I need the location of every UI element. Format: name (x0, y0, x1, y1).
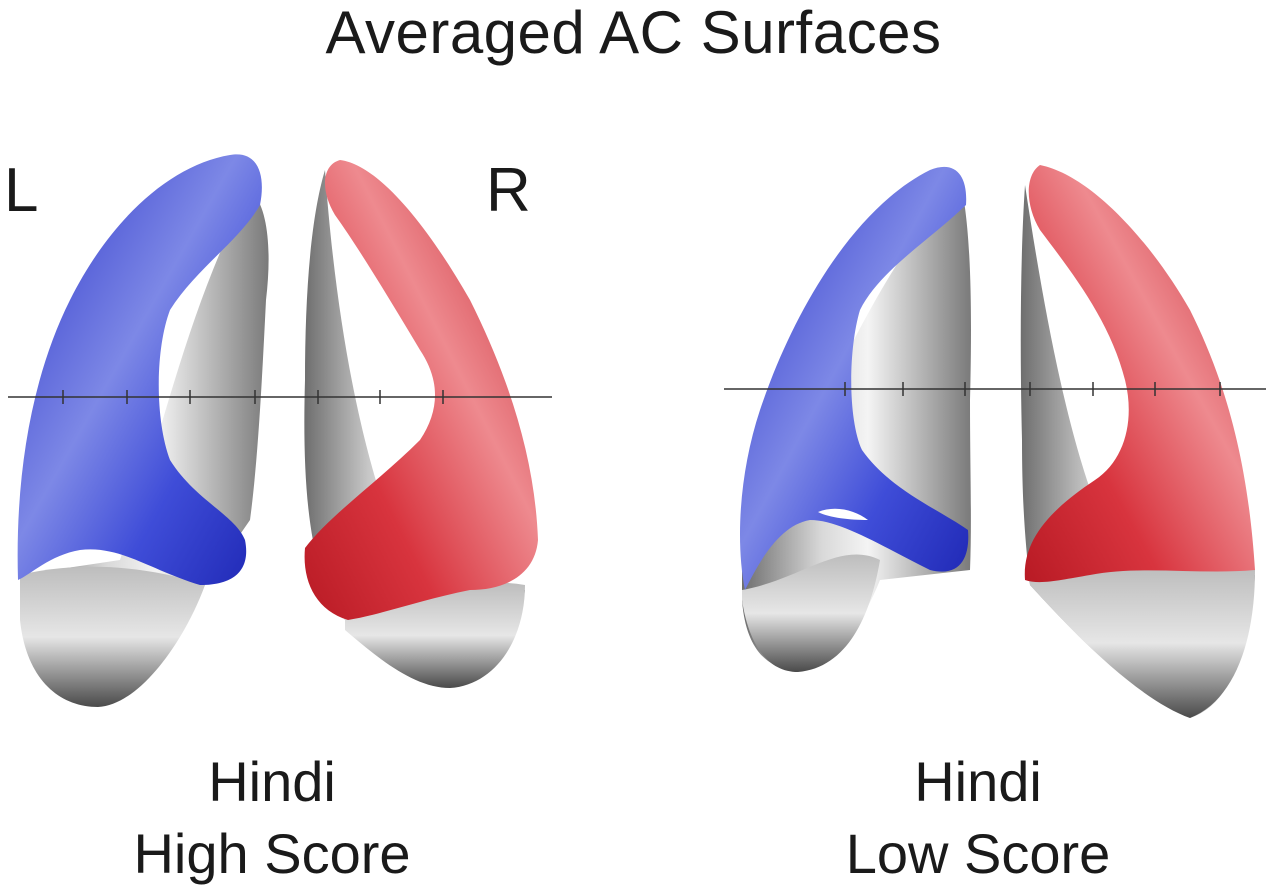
high-axis-ticks (62, 390, 444, 404)
high-left-lower-lobe (20, 566, 205, 707)
low-left-lower-lobe (742, 554, 880, 672)
high-score-caption-line1: Hindi (208, 750, 336, 813)
low-left-blue-region (740, 166, 969, 590)
low-score-caption-line2: Low Score (845, 822, 1111, 885)
low-right-lower-lobe (1030, 568, 1255, 718)
low-score-panel (724, 165, 1266, 718)
low-score-caption-line1: Hindi (914, 750, 1042, 813)
right-hemisphere-label: R (486, 156, 531, 225)
left-hemisphere-label: L (4, 156, 39, 225)
figure-title: Averaged AC Surfaces (325, 0, 942, 66)
high-score-caption-line2: High Score (133, 822, 411, 885)
low-right-red-region (1024, 165, 1255, 583)
low-left-notch (818, 508, 868, 520)
high-right-red-region (304, 160, 538, 620)
low-axis-ticks (844, 382, 1221, 396)
high-left-blue-region (17, 154, 262, 585)
high-score-panel (8, 154, 552, 707)
